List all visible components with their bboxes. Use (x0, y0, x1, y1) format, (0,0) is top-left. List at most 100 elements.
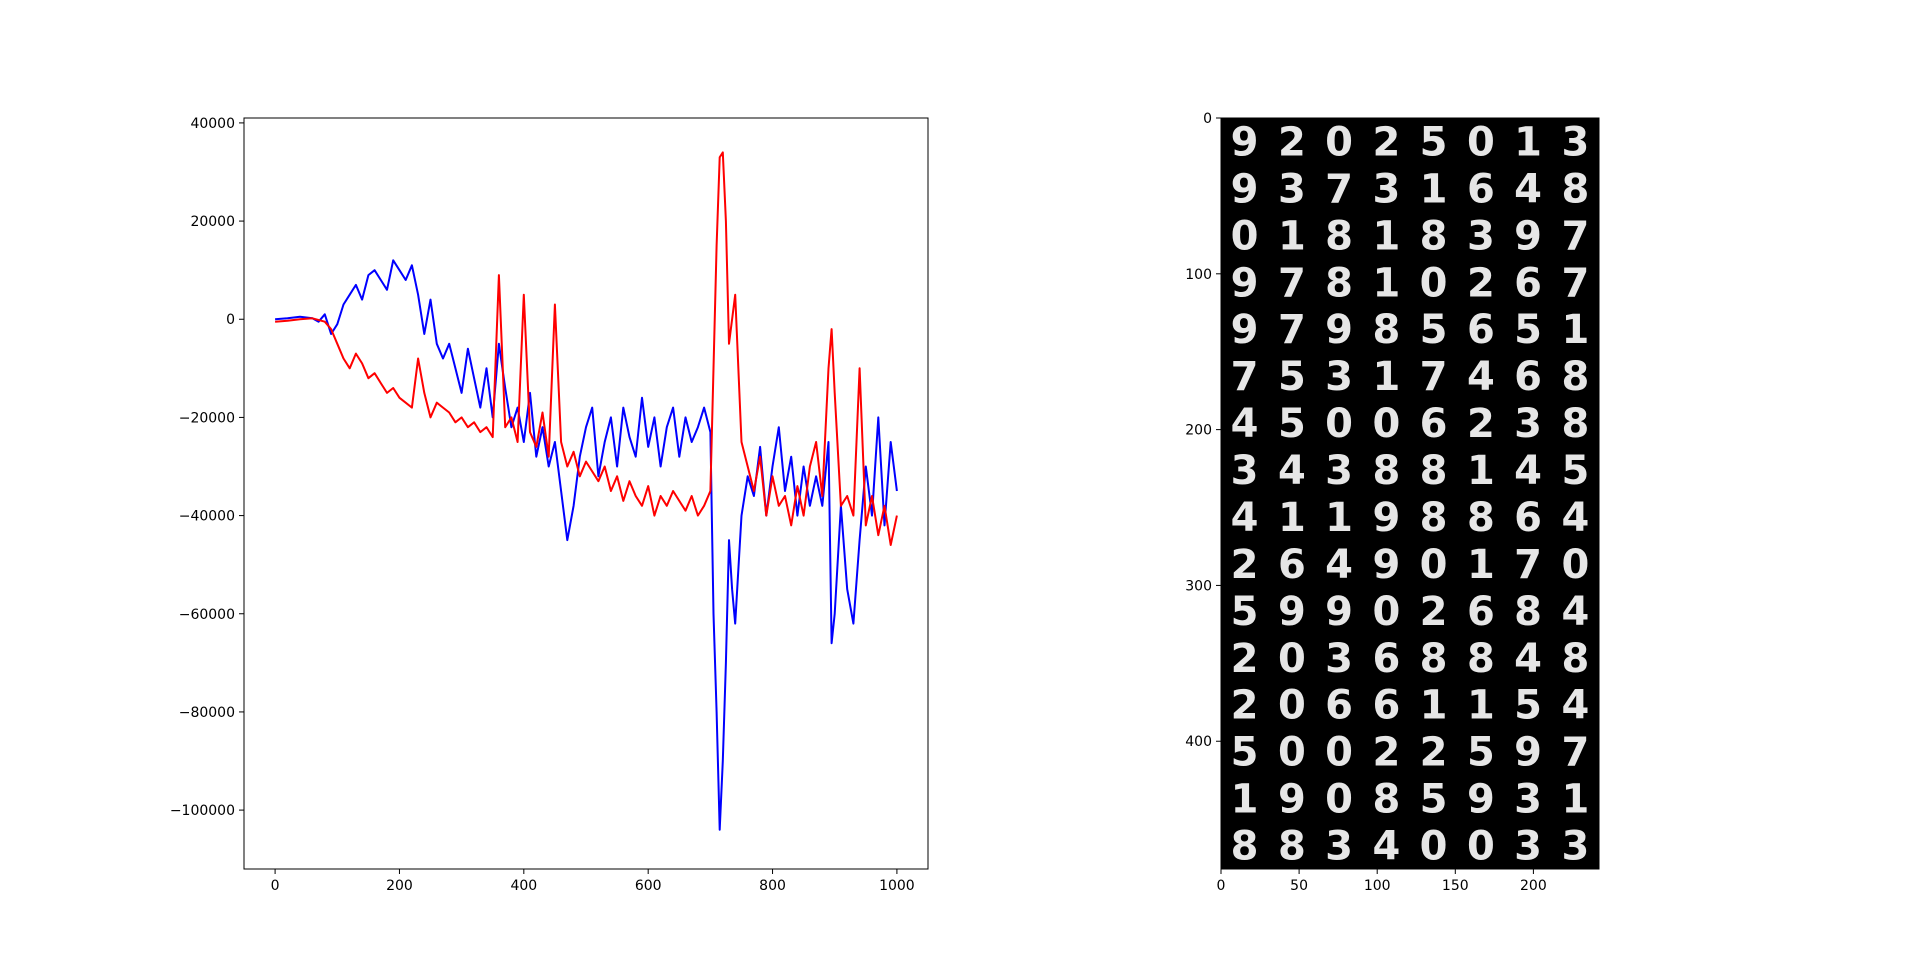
digit-cell: 5 (1420, 120, 1448, 166)
digit-cell: 1 (1514, 120, 1542, 166)
image-grid-x-axis: 0 50 100 150 200 (1217, 869, 1547, 894)
digit-cell: 8 (1467, 636, 1495, 682)
digit-cell: 0 (1467, 120, 1495, 166)
x-tick-label: 800 (759, 878, 786, 894)
digit-cell: 5 (1420, 777, 1448, 823)
digit-cell: 5 (1278, 354, 1306, 400)
digit-cell: 1 (1372, 213, 1400, 259)
y-tick-label: 400 (1185, 734, 1212, 750)
digit-cell: 0 (1561, 542, 1589, 588)
digit-cell: 0 (1325, 777, 1353, 823)
digit-cell: 6 (1514, 495, 1542, 541)
digit-cell: 6 (1372, 683, 1400, 729)
digit-cell: 6 (1467, 307, 1495, 353)
digit-cell: 1 (1467, 448, 1495, 494)
digit-cell: 3 (1514, 401, 1542, 447)
digit-cell: 0 (1325, 120, 1353, 166)
y-tick-label: 100 (1185, 267, 1212, 283)
digit-cell: 5 (1420, 307, 1448, 353)
digit-cell: 4 (1514, 166, 1542, 212)
line-series-group (275, 151, 898, 831)
digit-cell: 1 (1278, 213, 1306, 259)
x-tick-label: 200 (1520, 878, 1547, 894)
x-tick-label: 100 (1364, 878, 1391, 894)
digit-cell: 7 (1231, 354, 1259, 400)
digit-cell: 0 (1231, 213, 1259, 259)
line-chart-x-axis: 0 200 400 600 800 1000 (271, 869, 915, 894)
x-tick-label: 0 (1217, 878, 1226, 894)
digit-cell: 4 (1514, 636, 1542, 682)
digit-cell: 2 (1231, 636, 1259, 682)
digit-cell: 0 (1420, 260, 1448, 306)
digit-cell: 0 (1325, 401, 1353, 447)
digit-cell: 4 (1372, 824, 1400, 870)
digit-cell: 0 (1325, 730, 1353, 776)
digit-cell: 7 (1278, 307, 1306, 353)
digit-cell: 2 (1372, 730, 1400, 776)
digit-cell: 1 (1278, 495, 1306, 541)
y-tick-label: 20000 (190, 214, 235, 230)
image-grid-digits: 9 2 0 2 5 0 1 39 3 7 3 1 6 4 80 1 8 1 8 3 9 79 7 8 1 0 2 6 79 7 9 8 5 6 5 1… (1231, 120, 1590, 870)
digit-cell: 3 (1325, 354, 1353, 400)
digit-cell: 2 (1231, 683, 1259, 729)
digit-cell: 8 (1372, 777, 1400, 823)
digit-cell: 3 (1325, 448, 1353, 494)
digit-cell: 0 (1372, 401, 1400, 447)
digit-cell: 4 (1561, 495, 1589, 541)
digit-cell: 8 (1561, 401, 1589, 447)
digit-cell: 6 (1514, 260, 1542, 306)
digit-cell: 5 (1514, 683, 1542, 729)
digit-cell: 1 (1372, 354, 1400, 400)
digit-cell: 4 (1278, 448, 1306, 494)
digit-cell: 8 (1372, 307, 1400, 353)
digit-cell: 4 (1325, 542, 1353, 588)
digit-cell: 9 (1278, 589, 1306, 635)
digit-cell: 6 (1372, 636, 1400, 682)
x-tick-label: 0 (271, 878, 280, 894)
digit-cell: 1 (1467, 542, 1495, 588)
digit-cell: 5 (1231, 589, 1259, 635)
digit-cell: 0 (1420, 542, 1448, 588)
y-tick-label: −20000 (179, 410, 235, 426)
digit-cell: 9 (1514, 213, 1542, 259)
digit-cell: 6 (1325, 683, 1353, 729)
digit-cell: 6 (1467, 589, 1495, 635)
line-chart-frame (243, 117, 929, 870)
digit-cell: 8 (1325, 213, 1353, 259)
digit-cell: 4 (1561, 683, 1589, 729)
digit-cell: 7 (1325, 166, 1353, 212)
digit-cell: 2 (1372, 120, 1400, 166)
digit-cell: 9 (1231, 166, 1259, 212)
digit-cell: 8 (1420, 213, 1448, 259)
digit-cell: 2 (1467, 260, 1495, 306)
digit-cell: 4 (1467, 354, 1495, 400)
digit-cell: 4 (1231, 401, 1259, 447)
digit-cell: 9 (1372, 495, 1400, 541)
y-tick-label: 0 (226, 312, 235, 328)
digit-cell: 9 (1278, 777, 1306, 823)
digit-cell: 0 (1278, 636, 1306, 682)
digit-cell: 3 (1278, 166, 1306, 212)
y-tick-label: −60000 (179, 607, 235, 623)
image-grid-background (1221, 118, 1599, 869)
image-grid-y-axis: 0 100 200 300 400 (1185, 111, 1221, 750)
digit-cell: 4 (1231, 495, 1259, 541)
x-tick-label: 600 (635, 878, 662, 894)
digit-cell: 8 (1561, 354, 1589, 400)
x-tick-label: 200 (386, 878, 413, 894)
y-tick-label: 200 (1185, 423, 1212, 439)
digit-cell: 3 (1325, 824, 1353, 870)
series-line-2 (275, 151, 898, 546)
digit-cell: 4 (1514, 448, 1542, 494)
digit-cell: 7 (1561, 730, 1589, 776)
y-tick-label: 0 (1203, 111, 1212, 127)
digit-cell: 8 (1325, 260, 1353, 306)
x-tick-label: 1000 (879, 878, 915, 894)
digit-cell: 0 (1278, 730, 1306, 776)
digit-cell: 1 (1467, 683, 1495, 729)
digit-cell: 1 (1561, 777, 1589, 823)
digit-cell: 1 (1420, 166, 1448, 212)
digit-cell: 8 (1231, 824, 1259, 870)
y-tick-label: 300 (1185, 578, 1212, 594)
digit-cell: 3 (1372, 166, 1400, 212)
